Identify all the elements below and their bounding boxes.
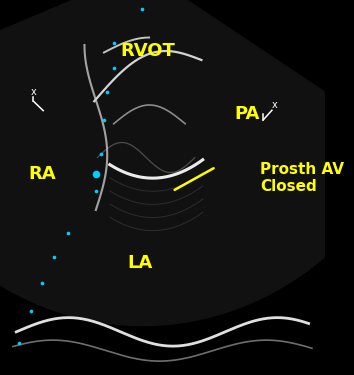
Point bbox=[139, 6, 145, 12]
Point bbox=[17, 340, 22, 346]
Point bbox=[112, 40, 117, 46]
Text: x: x bbox=[272, 100, 278, 110]
Text: x: x bbox=[30, 87, 36, 97]
Point bbox=[104, 89, 109, 95]
Point bbox=[28, 308, 34, 314]
Point bbox=[98, 151, 103, 157]
Point bbox=[51, 254, 56, 260]
Point bbox=[101, 117, 107, 123]
Text: Prosth AV
Closed: Prosth AV Closed bbox=[260, 162, 344, 194]
Point bbox=[65, 230, 71, 236]
Text: LA: LA bbox=[127, 254, 152, 272]
Text: RA: RA bbox=[28, 165, 56, 183]
Point bbox=[93, 171, 99, 177]
Text: RVOT: RVOT bbox=[120, 42, 175, 60]
Point bbox=[39, 280, 45, 286]
Wedge shape bbox=[0, 0, 354, 326]
Point bbox=[112, 64, 117, 70]
Text: PA: PA bbox=[234, 105, 259, 123]
Point bbox=[93, 188, 99, 194]
